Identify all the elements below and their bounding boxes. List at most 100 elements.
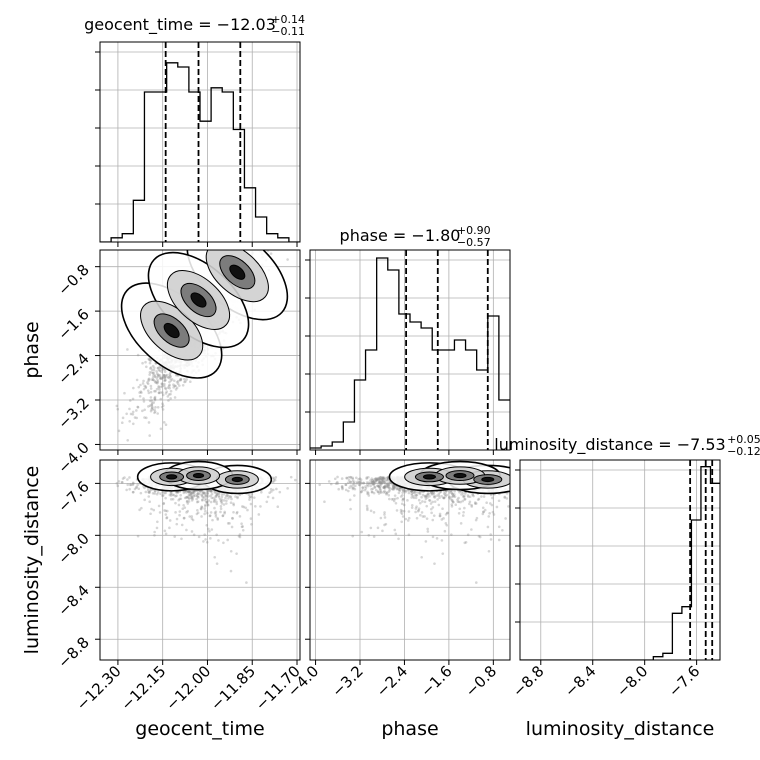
y-tick-label: −3.2 — [54, 394, 92, 432]
sample-point — [294, 192, 297, 195]
sample-point — [183, 496, 187, 500]
sample-point — [558, 477, 561, 480]
sample-point — [163, 376, 167, 380]
sample-point — [160, 384, 164, 388]
sample-point — [238, 535, 242, 539]
sample-point — [546, 491, 549, 494]
sample-point — [431, 518, 435, 522]
sample-point — [131, 410, 135, 414]
sample-point — [213, 498, 217, 501]
sample-point — [246, 245, 249, 248]
sample-point — [371, 482, 375, 486]
sample-point — [468, 502, 471, 506]
sample-point — [435, 537, 439, 540]
sample-point — [159, 376, 163, 380]
sample-point — [202, 491, 206, 495]
sample-point — [212, 499, 216, 502]
sample-point — [442, 517, 445, 520]
sample-point — [254, 225, 257, 228]
sample-point — [172, 383, 175, 387]
sample-point — [260, 234, 263, 237]
sample-point — [351, 483, 355, 487]
sample-point — [234, 495, 237, 498]
sample-point — [209, 537, 212, 540]
sample-point — [467, 495, 470, 498]
sample-point — [142, 400, 146, 403]
sample-point — [390, 498, 394, 501]
sample-point — [201, 499, 204, 502]
sample-point — [450, 533, 453, 536]
sample-point — [497, 538, 501, 542]
sample-point — [340, 485, 344, 488]
sample-point — [565, 479, 568, 482]
sample-point — [225, 502, 228, 505]
sample-point — [137, 487, 141, 491]
sample-point — [361, 486, 365, 489]
sample-point — [269, 487, 273, 491]
sample-point — [209, 494, 212, 498]
sample-point — [367, 494, 371, 497]
sample-point — [231, 244, 234, 247]
sample-point — [150, 408, 153, 411]
sample-point — [513, 488, 516, 491]
sample-point — [440, 494, 443, 498]
sample-point — [215, 562, 219, 565]
sample-point — [186, 489, 190, 493]
sample-point — [370, 490, 374, 494]
sample-point — [349, 475, 352, 479]
sample-point — [437, 503, 441, 507]
sample-point — [404, 489, 408, 493]
sample-point — [378, 486, 382, 490]
sample-point — [162, 384, 166, 388]
sample-point — [168, 373, 172, 376]
sample-point — [383, 487, 387, 490]
sample-point — [525, 489, 528, 492]
sample-point — [204, 509, 207, 513]
sample-point — [443, 529, 447, 533]
sample-point — [390, 487, 394, 491]
sample-point — [259, 505, 262, 508]
sample-point — [406, 519, 410, 522]
sample-point — [230, 525, 234, 529]
sample-point — [215, 492, 219, 495]
sample-point — [164, 491, 167, 495]
sample-point — [160, 366, 163, 370]
sample-point — [381, 480, 384, 484]
sample-point — [217, 494, 221, 498]
sample-point — [183, 380, 186, 384]
sample-point — [254, 236, 257, 239]
sample-point — [364, 485, 367, 488]
sample-point — [208, 514, 212, 517]
sample-point — [172, 386, 175, 389]
sample-point — [152, 373, 155, 377]
sample-point — [522, 505, 525, 508]
sample-point — [201, 491, 205, 495]
sample-point — [156, 491, 160, 494]
sample-point — [344, 483, 348, 487]
sample-point — [135, 416, 139, 420]
sample-point — [183, 377, 186, 381]
sample-point — [150, 401, 154, 405]
sample-point — [228, 495, 232, 498]
sample-point — [139, 390, 143, 393]
sample-point — [140, 391, 143, 394]
sample-point — [384, 484, 387, 488]
sample-point — [163, 386, 167, 390]
sample-point — [480, 495, 483, 498]
sample-point — [533, 491, 536, 494]
sample-point — [186, 489, 190, 493]
sample-point — [143, 486, 146, 490]
sample-point — [351, 487, 355, 491]
sample-point — [358, 483, 361, 487]
sample-point — [524, 515, 527, 518]
sample-point — [186, 509, 190, 513]
sample-point — [249, 235, 252, 238]
sample-point — [222, 541, 225, 545]
sample-point — [206, 503, 210, 507]
sample-point — [148, 489, 152, 493]
sample-point — [272, 235, 275, 238]
sample-point — [131, 412, 135, 416]
sample-point — [353, 480, 356, 483]
sample-point — [412, 496, 416, 500]
sample-point — [427, 492, 430, 496]
